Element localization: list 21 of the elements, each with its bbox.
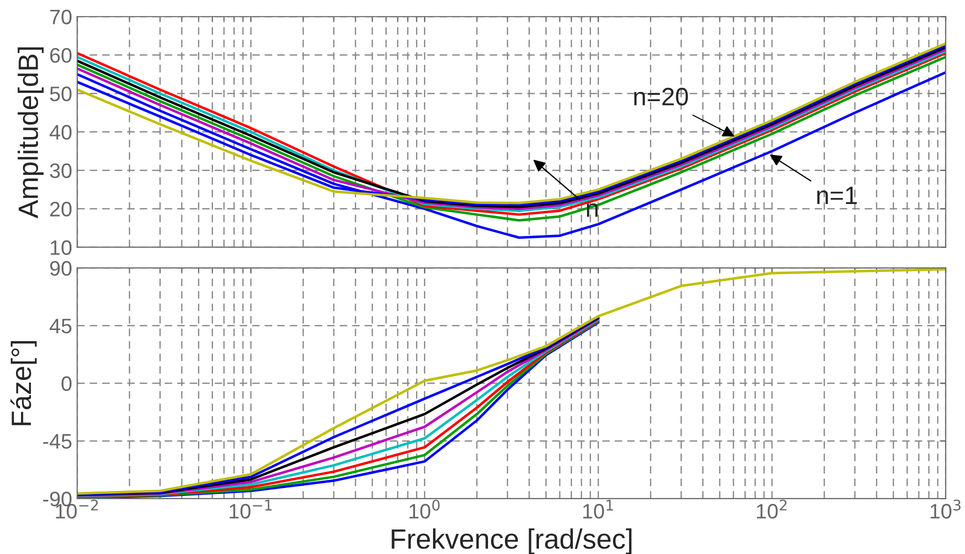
y-tick-label: 20 — [50, 202, 72, 217]
y-tick-label: 90 — [50, 260, 72, 276]
x-tick-label: 10$^{0}$ — [410, 500, 440, 519]
y-tick-label: 50 — [50, 86, 72, 102]
x-tick-label: 10$^{3}$ — [930, 500, 961, 519]
annotation: n=20 — [634, 88, 688, 106]
y-tick-label: 40 — [50, 124, 72, 140]
y-axis-title: Amplitude[dB] — [18, 47, 44, 218]
x-tick-label: 10$^{−1}$ — [230, 500, 272, 519]
y-tick-label: 60 — [50, 48, 72, 63]
x-axis-title: Frekvence [rad/sec] — [392, 528, 632, 554]
y-axis-title: Fáze[°] — [10, 341, 37, 426]
y-tick-label: 0 — [62, 376, 72, 392]
x-tick-label: 10$^{1}$ — [583, 500, 613, 519]
x-tick-label: 10$^{2}$ — [756, 500, 787, 519]
y-tick-label: 45 — [50, 318, 72, 334]
y-tick-label: 70 — [50, 10, 72, 24]
y-tick-label: 30 — [50, 163, 72, 178]
y-tick-label: 10 — [50, 240, 72, 255]
annotation: n=1 — [817, 186, 857, 204]
y-tick-label: -45 — [43, 434, 72, 449]
